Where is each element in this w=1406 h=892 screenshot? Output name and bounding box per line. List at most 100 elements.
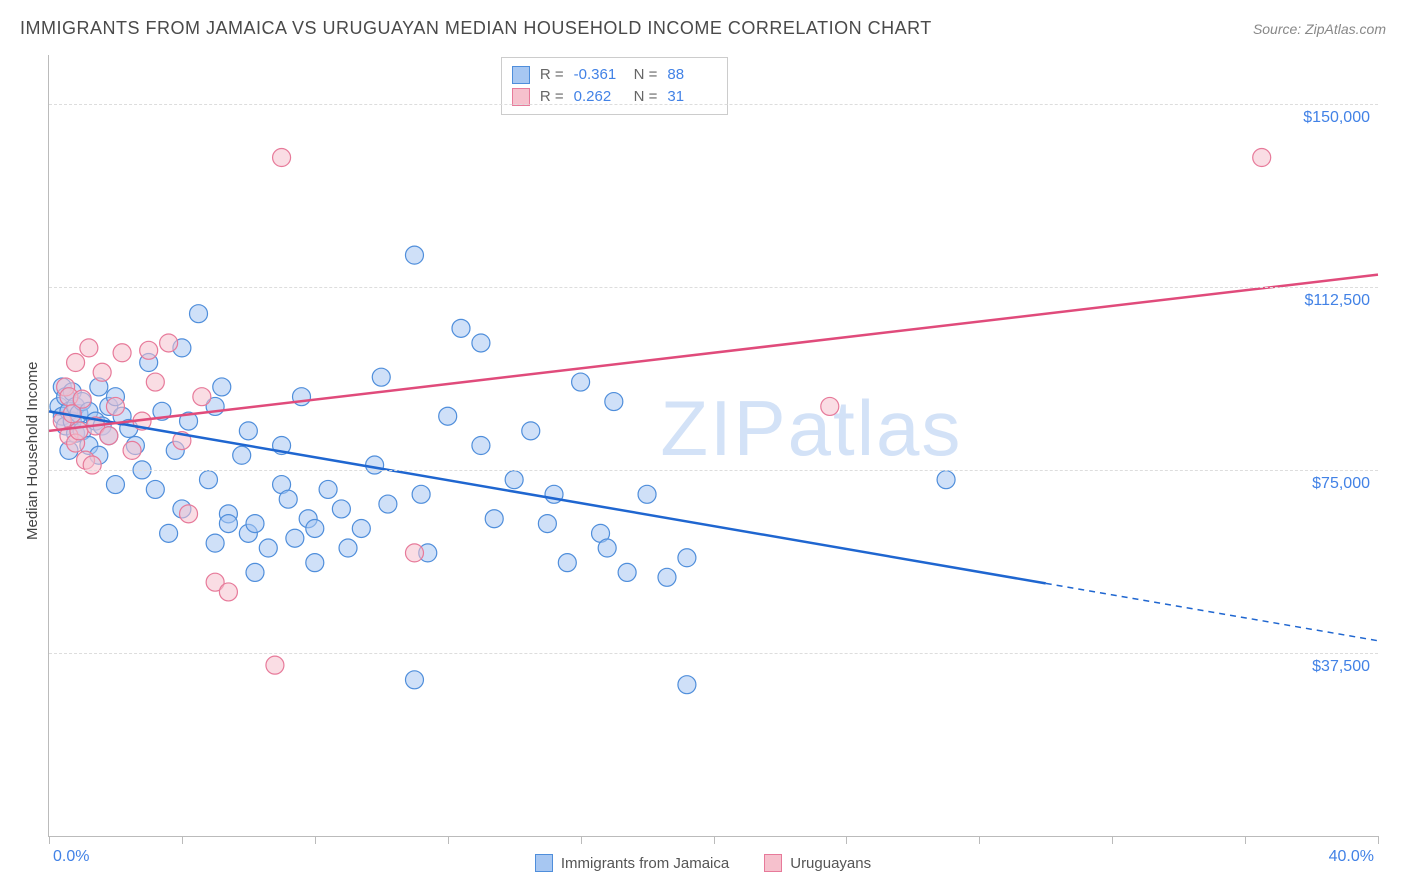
x-tick bbox=[979, 836, 980, 844]
data-point bbox=[123, 441, 141, 459]
legend-row: R = -0.361 N = 88 bbox=[512, 64, 718, 86]
data-point bbox=[100, 427, 118, 445]
x-tick bbox=[1112, 836, 1113, 844]
n-prefix: N = bbox=[634, 64, 658, 86]
data-point bbox=[452, 319, 470, 337]
data-point bbox=[246, 515, 264, 533]
trend-line-dashed bbox=[1046, 583, 1378, 640]
data-point bbox=[146, 373, 164, 391]
trend-line bbox=[49, 411, 1046, 583]
data-point bbox=[233, 446, 251, 464]
data-point bbox=[206, 534, 224, 552]
data-point bbox=[572, 373, 590, 391]
data-point bbox=[246, 563, 264, 581]
chart-title: IMMIGRANTS FROM JAMAICA VS URUGUAYAN MED… bbox=[20, 18, 932, 39]
data-point bbox=[219, 515, 237, 533]
x-tick bbox=[846, 836, 847, 844]
data-point bbox=[83, 456, 101, 474]
data-point bbox=[598, 539, 616, 557]
y-tick-label: $75,000 bbox=[1312, 475, 1370, 493]
legend-item: Uruguayans bbox=[764, 854, 871, 872]
legend-label: Uruguayans bbox=[790, 855, 871, 872]
x-tick bbox=[581, 836, 582, 844]
gridline bbox=[49, 470, 1378, 471]
data-point bbox=[439, 407, 457, 425]
data-point bbox=[352, 519, 370, 537]
data-point bbox=[239, 422, 257, 440]
data-point bbox=[70, 422, 88, 440]
data-point bbox=[106, 476, 124, 494]
data-point bbox=[405, 544, 423, 562]
data-point bbox=[379, 495, 397, 513]
gridline bbox=[49, 104, 1378, 105]
y-axis-label: Median Household Income bbox=[24, 362, 41, 540]
x-tick bbox=[1245, 836, 1246, 844]
legend-swatch bbox=[512, 66, 530, 84]
y-tick-label: $112,500 bbox=[1304, 292, 1370, 310]
x-tick bbox=[714, 836, 715, 844]
data-point bbox=[558, 554, 576, 572]
data-point bbox=[405, 671, 423, 689]
data-point bbox=[678, 676, 696, 694]
data-point bbox=[638, 485, 656, 503]
data-point bbox=[319, 480, 337, 498]
data-point bbox=[1253, 149, 1271, 167]
r-prefix: R = bbox=[540, 64, 564, 86]
data-point bbox=[113, 344, 131, 362]
title-bar: IMMIGRANTS FROM JAMAICA VS URUGUAYAN MED… bbox=[20, 18, 1386, 39]
data-point bbox=[266, 656, 284, 674]
trend-line bbox=[49, 275, 1378, 431]
scatter-plot bbox=[49, 55, 1378, 836]
legend-swatch bbox=[764, 854, 782, 872]
data-point bbox=[412, 485, 430, 503]
data-point bbox=[160, 524, 178, 542]
source-label: Source: ZipAtlas.com bbox=[1253, 21, 1386, 37]
data-point bbox=[80, 339, 98, 357]
legend-label: Immigrants from Jamaica bbox=[561, 855, 729, 872]
data-point bbox=[190, 305, 208, 323]
data-point bbox=[485, 510, 503, 528]
data-point bbox=[937, 471, 955, 489]
data-point bbox=[306, 519, 324, 537]
data-point bbox=[366, 456, 384, 474]
r-value: -0.361 bbox=[574, 64, 624, 86]
legend-item: Immigrants from Jamaica bbox=[535, 854, 729, 872]
data-point bbox=[339, 539, 357, 557]
x-tick bbox=[448, 836, 449, 844]
data-point bbox=[286, 529, 304, 547]
data-point bbox=[219, 583, 237, 601]
series-legend: Immigrants from Jamaica Uruguayans bbox=[0, 854, 1406, 872]
data-point bbox=[658, 568, 676, 586]
data-point bbox=[67, 354, 85, 372]
data-point bbox=[73, 390, 91, 408]
x-tick bbox=[49, 836, 50, 844]
legend-swatch bbox=[535, 854, 553, 872]
data-point bbox=[821, 397, 839, 415]
data-point bbox=[618, 563, 636, 581]
correlation-legend: R =-0.361N =88R =0.262N =31 bbox=[501, 57, 729, 115]
data-point bbox=[140, 341, 158, 359]
data-point bbox=[259, 539, 277, 557]
y-tick-label: $150,000 bbox=[1303, 109, 1370, 127]
data-point bbox=[472, 437, 490, 455]
data-point bbox=[306, 554, 324, 572]
gridline bbox=[49, 287, 1378, 288]
x-tick bbox=[182, 836, 183, 844]
data-point bbox=[279, 490, 297, 508]
y-tick-label: $37,500 bbox=[1312, 658, 1370, 676]
data-point bbox=[106, 397, 124, 415]
data-point bbox=[146, 480, 164, 498]
data-point bbox=[505, 471, 523, 489]
data-point bbox=[405, 246, 423, 264]
x-tick bbox=[1378, 836, 1379, 844]
data-point bbox=[199, 471, 217, 489]
data-point bbox=[538, 515, 556, 533]
data-point bbox=[213, 378, 231, 396]
data-point bbox=[332, 500, 350, 518]
gridline bbox=[49, 653, 1378, 654]
data-point bbox=[273, 149, 291, 167]
data-point bbox=[472, 334, 490, 352]
data-point bbox=[605, 393, 623, 411]
data-point bbox=[678, 549, 696, 567]
n-value: 88 bbox=[667, 64, 717, 86]
